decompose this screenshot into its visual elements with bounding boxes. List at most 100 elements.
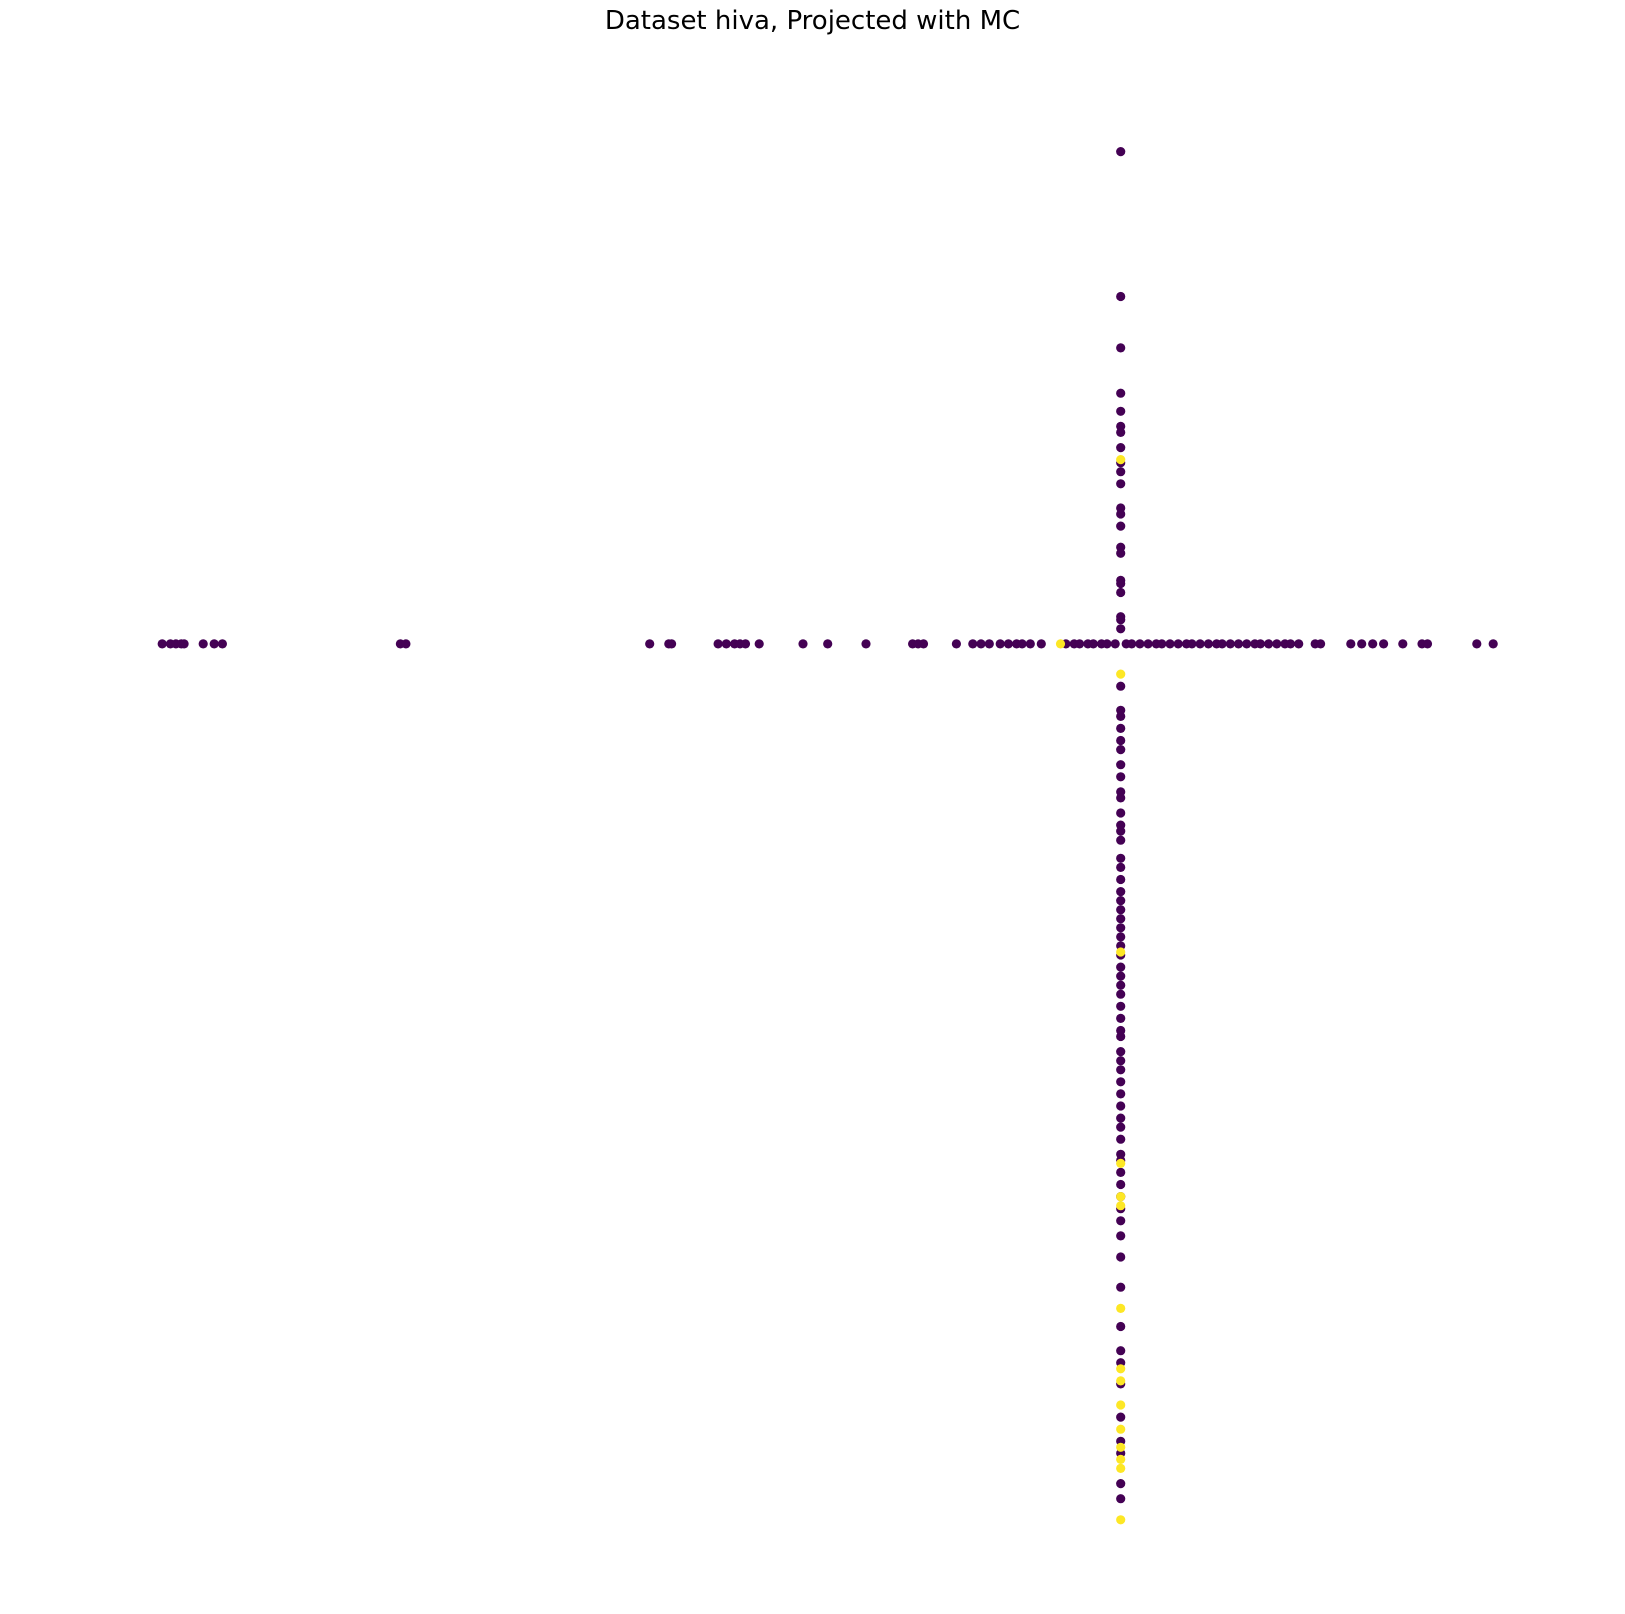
data-point-class0 [1116, 1113, 1126, 1123]
data-point-class0 [1003, 639, 1014, 649]
data-point-class0 [1025, 639, 1035, 649]
data-point-class0 [1116, 615, 1126, 625]
data-point-class0 [1116, 509, 1126, 519]
data-point-class0 [1036, 639, 1046, 649]
data-point-class1 [1116, 1158, 1126, 1168]
data-point-class0 [713, 639, 723, 649]
data-point-class0 [1017, 639, 1027, 649]
data-point-class0 [1116, 1101, 1126, 1111]
data-point-class1 [1116, 455, 1126, 465]
data-point-class1 [1116, 1303, 1126, 1313]
data-point-class0 [157, 639, 167, 649]
data-point-class0 [1116, 147, 1126, 157]
data-point-class0 [1357, 639, 1367, 649]
data-point-class1 [1116, 1192, 1126, 1202]
data-point-class0 [1116, 971, 1126, 981]
data-point-class0 [1116, 681, 1126, 691]
data-point-class0 [984, 639, 994, 649]
data-point-class0 [1116, 862, 1126, 873]
data-point-class0 [667, 639, 677, 649]
data-point-class0 [721, 639, 731, 649]
data-point-class0 [1488, 639, 1498, 649]
data-point-class0 [1116, 760, 1126, 770]
data-point-class0 [1187, 639, 1197, 649]
data-point-class0 [1116, 835, 1126, 845]
data-point-class0 [1116, 1065, 1126, 1075]
data-point-class0 [179, 639, 189, 649]
data-point-class0 [1116, 772, 1126, 782]
data-point-class0 [1116, 808, 1126, 818]
data-point-class0 [1225, 639, 1235, 649]
data-point-class0 [1116, 1479, 1126, 1489]
data-point-class0 [1116, 1001, 1126, 1011]
data-point-class0 [1116, 443, 1126, 453]
data-point-class0 [1116, 1031, 1126, 1042]
data-point-class0 [1116, 1122, 1126, 1132]
data-point-class0 [1116, 343, 1126, 353]
data-point-class0 [1143, 639, 1153, 649]
data-point-class0 [1116, 578, 1126, 589]
data-point-class1 [1116, 1364, 1126, 1374]
data-point-class0 [1116, 923, 1126, 933]
data-point-class0 [401, 639, 411, 649]
data-point-class0 [1116, 1013, 1126, 1024]
data-point-class0 [1217, 639, 1227, 649]
data-point-class0 [209, 639, 219, 649]
data-point-class1 [1116, 1463, 1126, 1473]
data-point-class1 [1116, 669, 1126, 679]
data-point-class0 [1088, 639, 1098, 649]
data-point-class0 [1116, 723, 1126, 734]
data-point-class0 [1116, 905, 1126, 915]
data-point-class0 [1173, 639, 1183, 649]
data-point-class1 [1116, 1442, 1126, 1452]
data-point-class0 [1346, 639, 1356, 649]
points-layer [157, 147, 1498, 1525]
data-point-class0 [1116, 587, 1126, 598]
data-point-class0 [1116, 887, 1126, 897]
data-point-class0 [754, 639, 764, 649]
data-point-class1 [1116, 1454, 1126, 1464]
data-point-class0 [645, 639, 655, 649]
data-point-class0 [1116, 291, 1126, 302]
data-point-class0 [1379, 639, 1389, 649]
data-point-class0 [1165, 639, 1175, 649]
data-point-class0 [1116, 624, 1126, 634]
data-point-class0 [1294, 639, 1304, 649]
data-point-class1 [1116, 1515, 1126, 1525]
data-point-class0 [823, 639, 833, 649]
data-point-class0 [1116, 896, 1126, 906]
data-point-class0 [1116, 406, 1126, 416]
data-point-class0 [1116, 1494, 1126, 1504]
data-point-class0 [1075, 639, 1085, 649]
data-point-class0 [1116, 711, 1126, 722]
data-point-class0 [976, 639, 986, 649]
data-point-class0 [1116, 1282, 1126, 1292]
data-point-class0 [1116, 1231, 1126, 1241]
data-point-class0 [740, 639, 751, 649]
data-point-class0 [1127, 639, 1137, 649]
data-point-class0 [1398, 639, 1408, 649]
chart-title: Dataset hiva, Projected with MC [604, 6, 1021, 36]
data-point-class0 [1255, 639, 1265, 649]
data-point-class0 [1116, 980, 1126, 990]
data-point-class0 [1316, 639, 1326, 649]
data-point-class0 [1116, 962, 1126, 972]
data-point-class0 [1116, 989, 1126, 999]
data-point-class0 [798, 639, 808, 649]
data-point-class0 [1116, 1077, 1126, 1087]
data-point-class0 [1472, 639, 1482, 649]
data-point-class1 [1116, 1424, 1126, 1434]
data-point-class0 [1116, 932, 1126, 942]
data-point-class0 [1116, 1056, 1126, 1066]
data-point-class0 [1116, 548, 1126, 558]
data-point-class0 [1116, 521, 1126, 531]
data-point-class0 [1135, 639, 1145, 649]
data-point-class0 [1116, 735, 1126, 746]
data-point-class0 [1195, 639, 1205, 649]
data-point-class0 [1368, 639, 1378, 649]
data-point-class0 [1116, 745, 1126, 755]
data-point-class0 [1116, 467, 1126, 477]
data-point-class0 [1272, 639, 1282, 649]
data-point-class1 [1116, 1400, 1126, 1410]
